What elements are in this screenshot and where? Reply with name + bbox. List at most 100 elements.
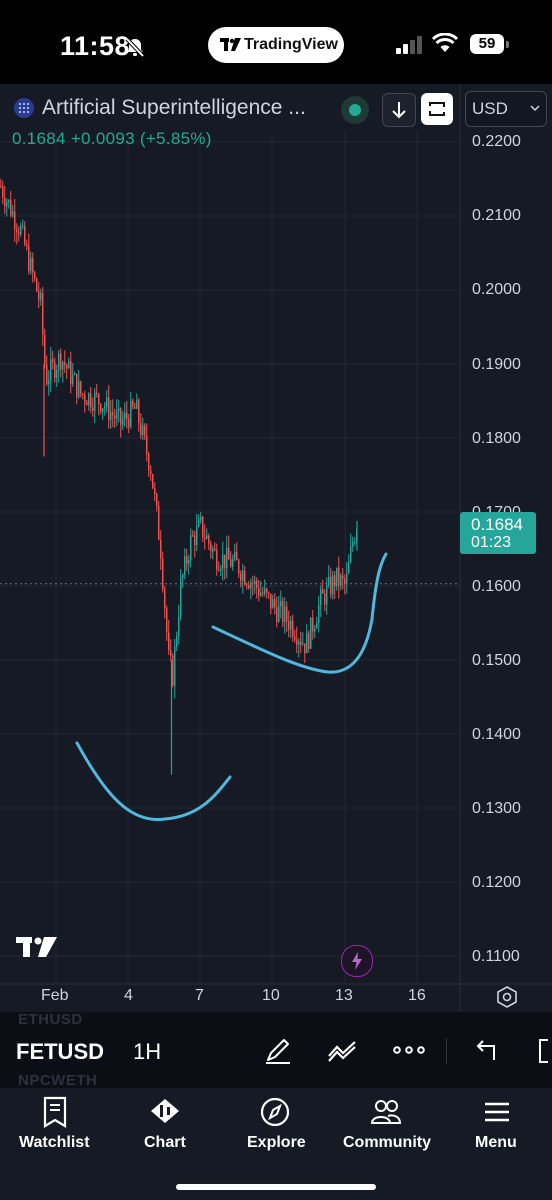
price-axis-label: 0.1300: [472, 800, 521, 817]
annotation-curve-right: [211, 552, 388, 674]
candle-body: [256, 580, 258, 589]
candle-body: [212, 548, 214, 552]
nav-label: Watchlist: [19, 1134, 90, 1151]
price-chart[interactable]: [0, 84, 552, 1012]
community-icon: [370, 1100, 402, 1124]
nav-chart[interactable]: Chart: [110, 1088, 220, 1168]
candle-body: [116, 411, 118, 419]
candle-body: [156, 493, 158, 507]
candle-body: [176, 636, 178, 647]
candle-body: [106, 397, 108, 408]
candle-body: [350, 546, 352, 563]
candle-body: [218, 569, 220, 571]
candle-body: [198, 520, 200, 527]
price-axis-label: 0.1400: [472, 726, 521, 743]
candle-body: [108, 397, 110, 420]
price-axis-label: 0.1600: [472, 578, 521, 595]
nav-watchlist[interactable]: Watchlist: [0, 1088, 110, 1168]
candle-body: [90, 393, 92, 408]
candle-body: [76, 373, 78, 398]
quick-action-button[interactable]: [341, 945, 373, 977]
price-axis[interactable]: 0.2200 0.2100 0.2000 0.1900 0.1800 0.170…: [460, 84, 552, 984]
redo-icon[interactable]: [534, 1034, 552, 1066]
cellular-signal-icon: [396, 36, 422, 54]
candle-body: [266, 588, 268, 593]
indicators-icon[interactable]: [326, 1034, 358, 1066]
candle-body: [26, 244, 28, 246]
candle-body: [14, 211, 16, 230]
candle-body: [268, 592, 270, 594]
candle-body: [28, 245, 30, 272]
download-button[interactable]: [382, 93, 416, 127]
candle-body: [276, 607, 278, 622]
symbol-carousel-prev[interactable]: ETHUSD: [18, 1012, 83, 1028]
candle-body: [62, 361, 64, 370]
candle-body: [306, 632, 308, 654]
undo-icon[interactable]: [472, 1034, 500, 1066]
chart-settings-icon[interactable]: [496, 986, 518, 1008]
candle-body: [324, 593, 326, 605]
draw-pen-icon[interactable]: [262, 1034, 294, 1066]
currency-select[interactable]: USD: [465, 91, 547, 127]
candle-body: [30, 257, 32, 272]
symbol-selector[interactable]: FETUSD: [16, 1039, 104, 1064]
nav-community[interactable]: Community: [330, 1088, 442, 1168]
chart-area[interactable]: Artificial Superintelligence ... USD 0.1…: [0, 84, 552, 1012]
candle-body: [260, 592, 262, 596]
candle-body: [354, 541, 356, 543]
candle-body: [300, 641, 302, 645]
symbol-title[interactable]: Artificial Superintelligence ...: [42, 96, 306, 119]
candle-body: [24, 225, 26, 245]
candle-body: [130, 400, 132, 427]
candle-body: [304, 643, 306, 654]
candle-body: [104, 407, 106, 409]
nav-explore[interactable]: Explore: [220, 1088, 330, 1168]
candle-body: [150, 470, 152, 475]
candle-body: [298, 641, 300, 645]
candle-body: [242, 570, 244, 581]
candle-body: [64, 361, 66, 366]
candle-body: [84, 394, 86, 403]
candle-body: [244, 570, 246, 585]
sync-button[interactable]: [421, 93, 453, 125]
candle-body: [290, 620, 292, 630]
candle-body: [190, 535, 192, 561]
price-axis-label: 0.2200: [472, 133, 521, 150]
candle-body: [280, 601, 282, 606]
candle-body: [72, 374, 74, 385]
candle-body: [102, 408, 104, 412]
tradingview-pill[interactable]: TradingView: [208, 27, 344, 63]
candle-body: [234, 551, 236, 560]
candle-body: [264, 588, 266, 594]
chart-toolbar: ETHUSD FETUSD 1H NPCWETH: [0, 1012, 552, 1088]
candle-body: [8, 200, 10, 203]
candle-body: [12, 211, 14, 216]
symbol-carousel-next[interactable]: NPCWETH: [18, 1072, 98, 1088]
candle-body: [252, 582, 254, 584]
candle-body: [114, 415, 116, 419]
price-change: 0.1684 +0.0093 (+5.85%): [12, 129, 212, 148]
candle-body: [182, 574, 184, 579]
candle-body: [166, 608, 168, 633]
sync-icon: [429, 102, 445, 116]
time-axis[interactable]: Feb 4 7 10 13 16: [0, 984, 552, 1012]
interval-selector[interactable]: 1H: [133, 1039, 162, 1064]
more-icon[interactable]: [392, 1034, 426, 1066]
nav-label: Community: [343, 1134, 431, 1151]
candle-body: [86, 402, 88, 406]
candle-body: [50, 359, 52, 381]
nav-label: Explore: [247, 1134, 306, 1151]
candle-body: [68, 361, 70, 369]
price-axis-label: 0.2100: [472, 207, 521, 224]
candle-body: [60, 353, 62, 370]
nav-menu[interactable]: Menu: [442, 1088, 552, 1168]
price-axis-label: 0.1800: [472, 430, 521, 447]
candle-body: [228, 547, 230, 560]
candle-body: [226, 547, 228, 569]
candle-body: [174, 646, 176, 686]
bottom-navigation: Watchlist Chart Explore Community Me: [0, 1088, 552, 1200]
candle-body: [112, 412, 114, 416]
candle-body: [282, 601, 284, 623]
current-price-value: 0.1684: [471, 515, 523, 534]
candle-body: [80, 381, 82, 394]
